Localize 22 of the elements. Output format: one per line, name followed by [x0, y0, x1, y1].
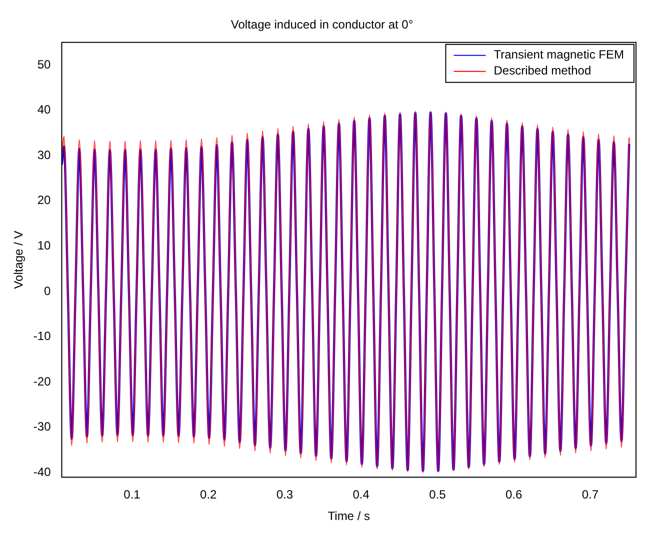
x-tick-label: 0.6 — [505, 488, 522, 502]
y-tick-label: 0 — [44, 284, 52, 298]
x-tick-label: 0.5 — [429, 488, 446, 502]
y-tick-label: -40 — [33, 464, 52, 479]
chart-title: Voltage induced in conductor at 0° — [230, 18, 414, 32]
y-tick-label: -20 — [33, 374, 52, 388]
x-axis-title: Time / s — [328, 509, 370, 524]
y-tick-label: 20 — [37, 193, 52, 208]
y-tick-label: -10 — [33, 329, 52, 344]
x-tick-label: 0.3 — [276, 488, 294, 502]
y-tick-label: 30 — [37, 148, 52, 162]
x-tick-label: 0.2 — [200, 488, 218, 502]
x-tick-label: 0.1 — [124, 488, 141, 502]
y-tick-label: 10 — [37, 238, 52, 253]
y-tick-label: -30 — [33, 420, 52, 434]
y-tick-label: 50 — [37, 57, 52, 72]
x-tick-label: 0.4 — [352, 488, 370, 502]
y-tick-label: 40 — [37, 102, 52, 117]
y-axis-title: Voltage / V — [12, 230, 26, 289]
legend-label: Transient magnetic FEM — [494, 48, 624, 62]
x-tick-label: 0.7 — [582, 488, 599, 502]
legend-label: Described method — [494, 64, 592, 78]
